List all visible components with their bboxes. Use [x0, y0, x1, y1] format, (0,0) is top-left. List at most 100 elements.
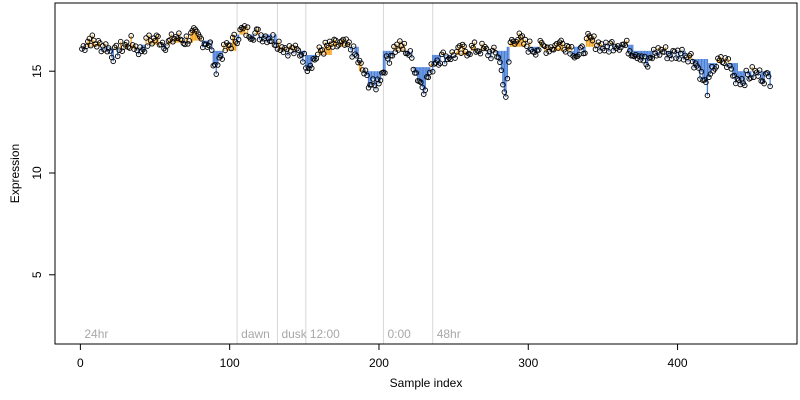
data-point: [749, 64, 755, 70]
data-point: [722, 55, 729, 61]
data-point: [401, 40, 408, 47]
data-point: [274, 46, 281, 52]
data-point: [243, 32, 249, 39]
data-point: [176, 30, 182, 36]
data-point: [203, 41, 209, 48]
data-point: [144, 43, 151, 49]
data-point: [292, 42, 299, 49]
data-point: [204, 44, 211, 50]
data-point: [501, 89, 508, 95]
data-point: [579, 43, 585, 49]
x-axis: 0 100 200 300 400: [77, 343, 688, 370]
data-point: [559, 40, 566, 47]
data-point: [301, 50, 308, 57]
data-point: [419, 84, 426, 91]
data-point: [444, 56, 451, 63]
data-point: [164, 43, 170, 49]
data-point: [467, 51, 473, 58]
data-point: [507, 39, 514, 46]
data-point: [452, 55, 458, 61]
data-point: [624, 37, 630, 44]
data-point: [116, 47, 122, 54]
data-point: [756, 67, 763, 73]
data-point: [244, 24, 251, 30]
data-point: [698, 68, 705, 75]
x-axis-title: Sample index: [390, 376, 463, 390]
data-point: [386, 60, 393, 66]
period-label: dusk: [281, 327, 307, 341]
data-point: [295, 47, 302, 53]
data-point: [191, 25, 197, 31]
data-point: [527, 38, 533, 44]
data-point: [440, 49, 446, 56]
data-point: [540, 42, 546, 48]
data-point: [755, 73, 761, 79]
data-point: [346, 39, 352, 45]
data-point: [655, 45, 661, 51]
data-point: [358, 60, 364, 66]
x-tick-label: 300: [518, 356, 538, 370]
data-point: [123, 39, 130, 46]
data-point: [328, 41, 334, 47]
data-point: [622, 42, 629, 49]
y-tick-label: 10: [30, 166, 44, 180]
data-point: [425, 74, 431, 81]
data-point: [558, 37, 564, 44]
data-point: [426, 69, 433, 76]
data-point: [607, 40, 614, 46]
data-point: [541, 43, 548, 49]
data-point: [704, 92, 711, 99]
data-point: [591, 33, 597, 39]
data-point: [128, 33, 134, 39]
data-point: [671, 48, 678, 55]
data-point: [168, 31, 175, 37]
data-point: [326, 38, 333, 45]
data-point: [107, 48, 113, 54]
period-label: 48hr: [437, 327, 461, 341]
data-point: [143, 35, 149, 41]
data-point: [170, 39, 176, 45]
data-point: [334, 43, 340, 50]
data-point: [721, 60, 727, 66]
data-point: [706, 74, 712, 81]
data-point: [286, 43, 293, 49]
data-point: [382, 70, 388, 76]
data-point: [113, 42, 119, 49]
data-point: [338, 38, 345, 44]
data-point: [503, 94, 509, 100]
data-point: [429, 68, 436, 75]
data-point: [222, 47, 228, 54]
data-point: [455, 44, 461, 51]
data-point: [543, 50, 549, 56]
data-point: [422, 87, 429, 93]
data-point: [94, 44, 100, 50]
data-point: [498, 67, 505, 73]
data-point: [410, 66, 417, 73]
data-point: [679, 46, 685, 53]
data-point: [219, 56, 225, 62]
data-point: [728, 66, 735, 72]
data-point: [376, 80, 382, 87]
data-point: [509, 36, 515, 43]
data-point: [688, 50, 694, 57]
data-point: [273, 42, 279, 49]
data-point: [618, 44, 624, 51]
data-point: [627, 48, 633, 54]
data-point: [310, 56, 317, 62]
data-point: [340, 36, 346, 43]
data-points: [79, 23, 773, 100]
data-point: [198, 36, 205, 42]
data-point: [491, 44, 497, 51]
data-point: [571, 54, 578, 61]
data-point: [211, 61, 218, 68]
data-point: [695, 65, 702, 71]
data-point: [459, 41, 466, 48]
data-point: [761, 80, 767, 87]
data-point: [434, 57, 440, 63]
data-point: [389, 53, 396, 59]
x-tick-label: 400: [668, 356, 688, 370]
data-point: [400, 46, 406, 53]
data-point: [309, 65, 315, 71]
data-point: [294, 46, 300, 52]
